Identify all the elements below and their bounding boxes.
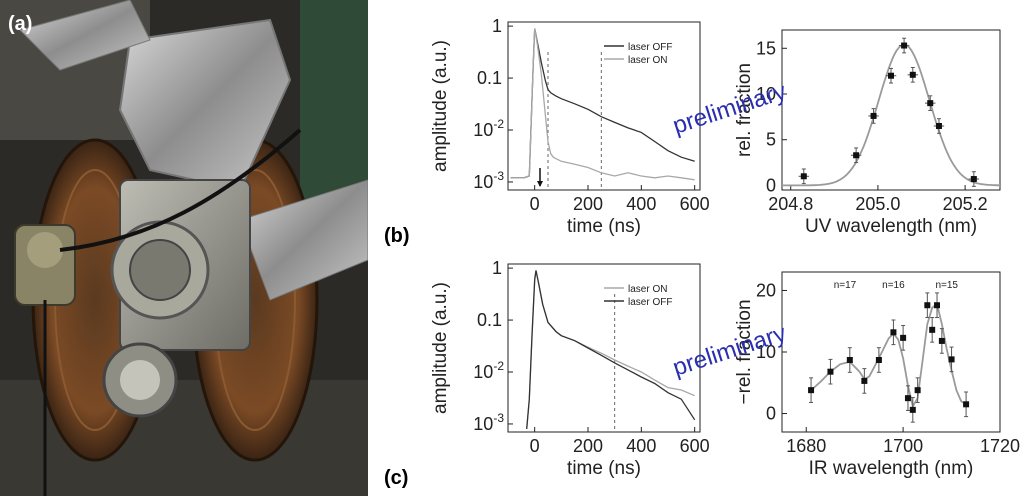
x-tick-label: 204.8 [768, 194, 813, 214]
chart-b-right: 204.8 205.0 205.2 0 5 10 15 UV wavelength (nm) r… [734, 29, 1001, 237]
legend-label: laser ON [628, 55, 667, 66]
y-tick-label: 5 [766, 130, 776, 150]
apparatus-photo [0, 0, 368, 496]
plot-frame [507, 21, 701, 191]
data-point [875, 357, 882, 363]
x-tick-label: 400 [626, 194, 656, 214]
x-tick-label: 600 [680, 436, 710, 456]
x-axis-label: time (ns) [567, 458, 641, 479]
legend-label: laser OFF [628, 42, 672, 53]
data-point [827, 368, 834, 375]
data-point [890, 329, 897, 336]
data-point [963, 401, 970, 408]
data-point [929, 326, 936, 333]
legend-label: laser OFF [628, 297, 672, 308]
marker-arrow-head [537, 181, 543, 187]
data-point [935, 123, 942, 129]
data-point [846, 357, 853, 363]
series-line-laser-on [510, 28, 695, 181]
x-tick-label: 205.2 [943, 194, 988, 214]
data-point [914, 387, 921, 394]
data-point [934, 302, 941, 309]
series-line-laser-on [526, 270, 695, 430]
x-axis-label: UV wavelength (nm) [805, 216, 977, 237]
y-tick-label: 15 [756, 38, 776, 58]
y-tick-label: 10-2 [473, 117, 504, 140]
x-tick-label: 1720 [980, 436, 1020, 456]
plot-frame [781, 29, 1001, 191]
y-tick-label: 1 [492, 258, 502, 278]
data-point [904, 395, 911, 402]
data-point [927, 100, 934, 107]
chart-c-left: 0 200 400 600 1 0.1 10-2 10-3 time (ns) amplitude… [430, 258, 710, 479]
data-point [888, 72, 894, 79]
y-axis-label: amplitude (a.u.) [430, 282, 451, 414]
y-tick-label: 10 [756, 84, 776, 104]
fit-curve [782, 43, 1000, 187]
panel-label-a: (a) [8, 13, 32, 35]
x-tick-label: 200 [573, 436, 603, 456]
y-axis-label: rel. fraction [734, 63, 755, 157]
y-tick-label: 1 [492, 16, 502, 36]
chart-c-right: 1680 1700 1720 0 10 20 IR wavelength (nm) −rel.… [734, 271, 1020, 479]
data-point [870, 112, 877, 119]
panel-label-c: (c) [384, 467, 408, 489]
data-point [909, 406, 916, 413]
x-tick-label: 1700 [883, 436, 923, 456]
peak-annotation: n=16 [882, 280, 905, 291]
data-point [800, 173, 807, 180]
x-axis-label: time (ns) [567, 216, 641, 237]
fit-curve [810, 302, 967, 409]
legend-label: laser ON [628, 284, 667, 295]
data-point [900, 334, 907, 341]
data-point [938, 337, 945, 344]
data-point [909, 71, 916, 78]
data-point [970, 176, 977, 183]
y-tick-label: 0 [766, 404, 776, 424]
y-tick-label: 20 [756, 280, 776, 300]
y-tick-label: 10-2 [473, 359, 504, 382]
data-point [808, 387, 815, 394]
y-axis-label: −rel. fraction [734, 299, 755, 404]
x-tick-label: 0 [530, 194, 540, 214]
chart-b-left: 0 200 400 600 1 0.1 10-2 10-3 time (ns) amplitude… [430, 16, 710, 237]
y-tick-label: 0.1 [477, 310, 502, 330]
peak-annotation: n=15 [935, 280, 958, 291]
data-point [861, 377, 868, 384]
data-point [901, 42, 908, 49]
y-tick-label: 10-3 [473, 411, 504, 434]
y-tick-label: 10 [756, 342, 776, 362]
y-tick-label: 0 [766, 175, 776, 195]
x-tick-label: 200 [573, 194, 603, 214]
x-tick-label: 1680 [786, 436, 826, 456]
y-tick-label: 0.1 [477, 68, 502, 88]
x-tick-label: 400 [626, 436, 656, 456]
plot-frame [781, 271, 1001, 433]
y-axis-label: amplitude (a.u.) [430, 40, 451, 172]
data-point [924, 302, 931, 309]
x-tick-label: 600 [680, 194, 710, 214]
x-axis-label: IR wavelength (nm) [809, 458, 974, 479]
data-point [853, 152, 860, 159]
series-line-laser-off [526, 270, 696, 430]
plot-frame [507, 263, 701, 433]
y-tick-label: 10-3 [473, 169, 504, 192]
x-tick-label: 0 [530, 436, 540, 456]
watermark-preliminary-bottom: preliminary [670, 320, 790, 382]
panel-label-b: (b) [384, 225, 410, 247]
peak-annotation: n=17 [834, 280, 857, 291]
data-point [948, 356, 955, 363]
x-tick-label: 205.0 [855, 194, 900, 214]
